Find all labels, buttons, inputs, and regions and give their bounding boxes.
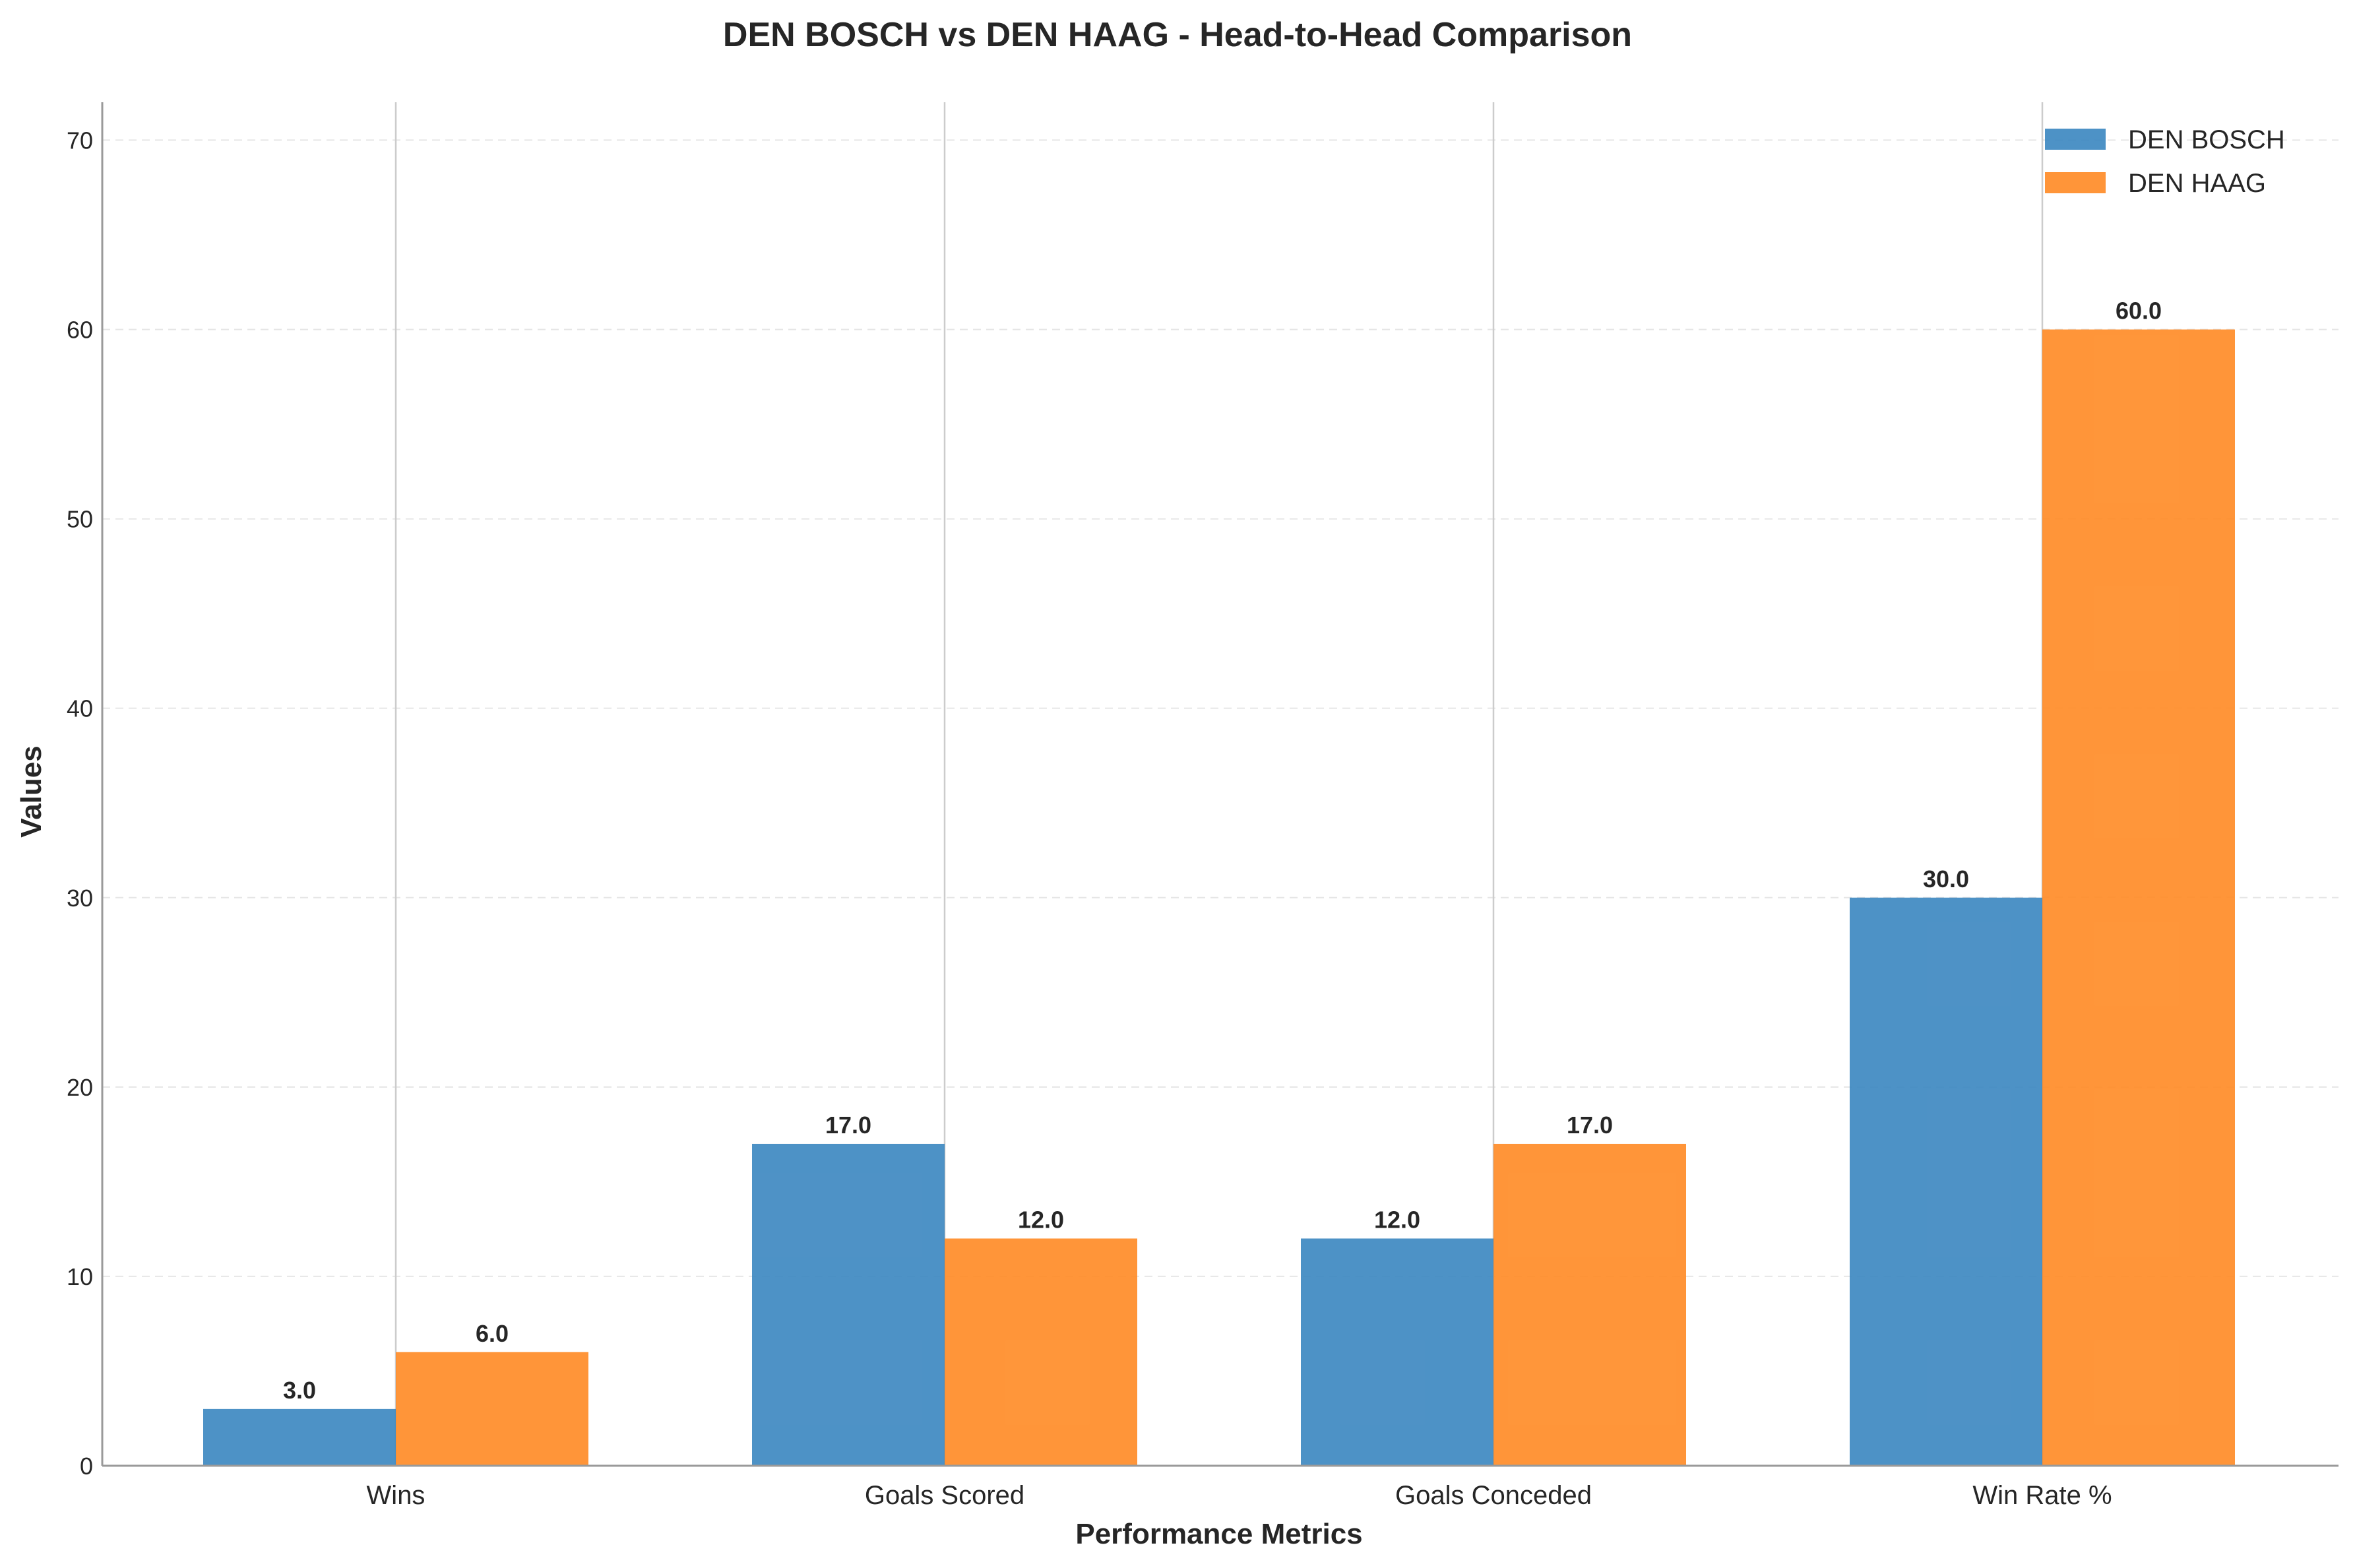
legend-label: DEN HAAG (2128, 169, 2266, 198)
bar-value-label: 12.0 (1018, 1207, 1064, 1234)
bars (203, 329, 2235, 1466)
bar (752, 1143, 945, 1466)
y-tick-label: 50 (67, 506, 93, 533)
bar-value-label: 17.0 (1567, 1112, 1613, 1139)
y-tick-label: 20 (67, 1074, 93, 1101)
legend-label: DEN BOSCH (2128, 125, 2285, 154)
bar (396, 1352, 588, 1466)
axes: 0 10 20 30 40 50 60 70 Wins Goals Scored Goals Con… (67, 102, 2339, 1510)
value-labels: 3.0 6.0 17.0 12.0 12.0 17.0 30.0 60.0 (283, 298, 2162, 1404)
x-axis-label: Performance Metrics (1075, 1518, 1362, 1550)
bar (945, 1238, 1137, 1466)
y-axis-label: Values (15, 745, 47, 837)
x-tick-label: Win Rate % (1972, 1481, 2112, 1510)
y-tick-label: 0 (80, 1453, 93, 1480)
y-tick-label: 70 (67, 127, 93, 154)
legend: DEN BOSCH DEN HAAG (2045, 125, 2285, 198)
bar (1301, 1238, 1493, 1466)
legend-swatch (2045, 172, 2106, 193)
y-tick-label: 40 (67, 695, 93, 722)
bar (203, 1408, 396, 1466)
bar-value-label: 3.0 (283, 1377, 316, 1404)
x-tick-label: Wins (367, 1481, 425, 1510)
x-tick-label: Goals Conceded (1395, 1481, 1592, 1510)
bar (2042, 329, 2235, 1466)
y-tick-label: 10 (67, 1263, 93, 1290)
legend-swatch (2045, 129, 2106, 150)
x-tick-label: Goals Scored (865, 1481, 1024, 1510)
chart-title: DEN BOSCH vs DEN HAAG - Head-to-Head Com… (723, 16, 1632, 54)
bar-value-label: 12.0 (1374, 1207, 1420, 1234)
bar-value-label: 6.0 (476, 1320, 509, 1347)
y-tick-label: 60 (67, 317, 93, 344)
bar-value-label: 17.0 (825, 1112, 871, 1139)
bar (1493, 1143, 1686, 1466)
bar (1850, 897, 2042, 1466)
y-tick-label: 30 (67, 885, 93, 912)
bar-value-label: 30.0 (1923, 865, 1969, 893)
bar-value-label: 60.0 (2116, 298, 2162, 325)
